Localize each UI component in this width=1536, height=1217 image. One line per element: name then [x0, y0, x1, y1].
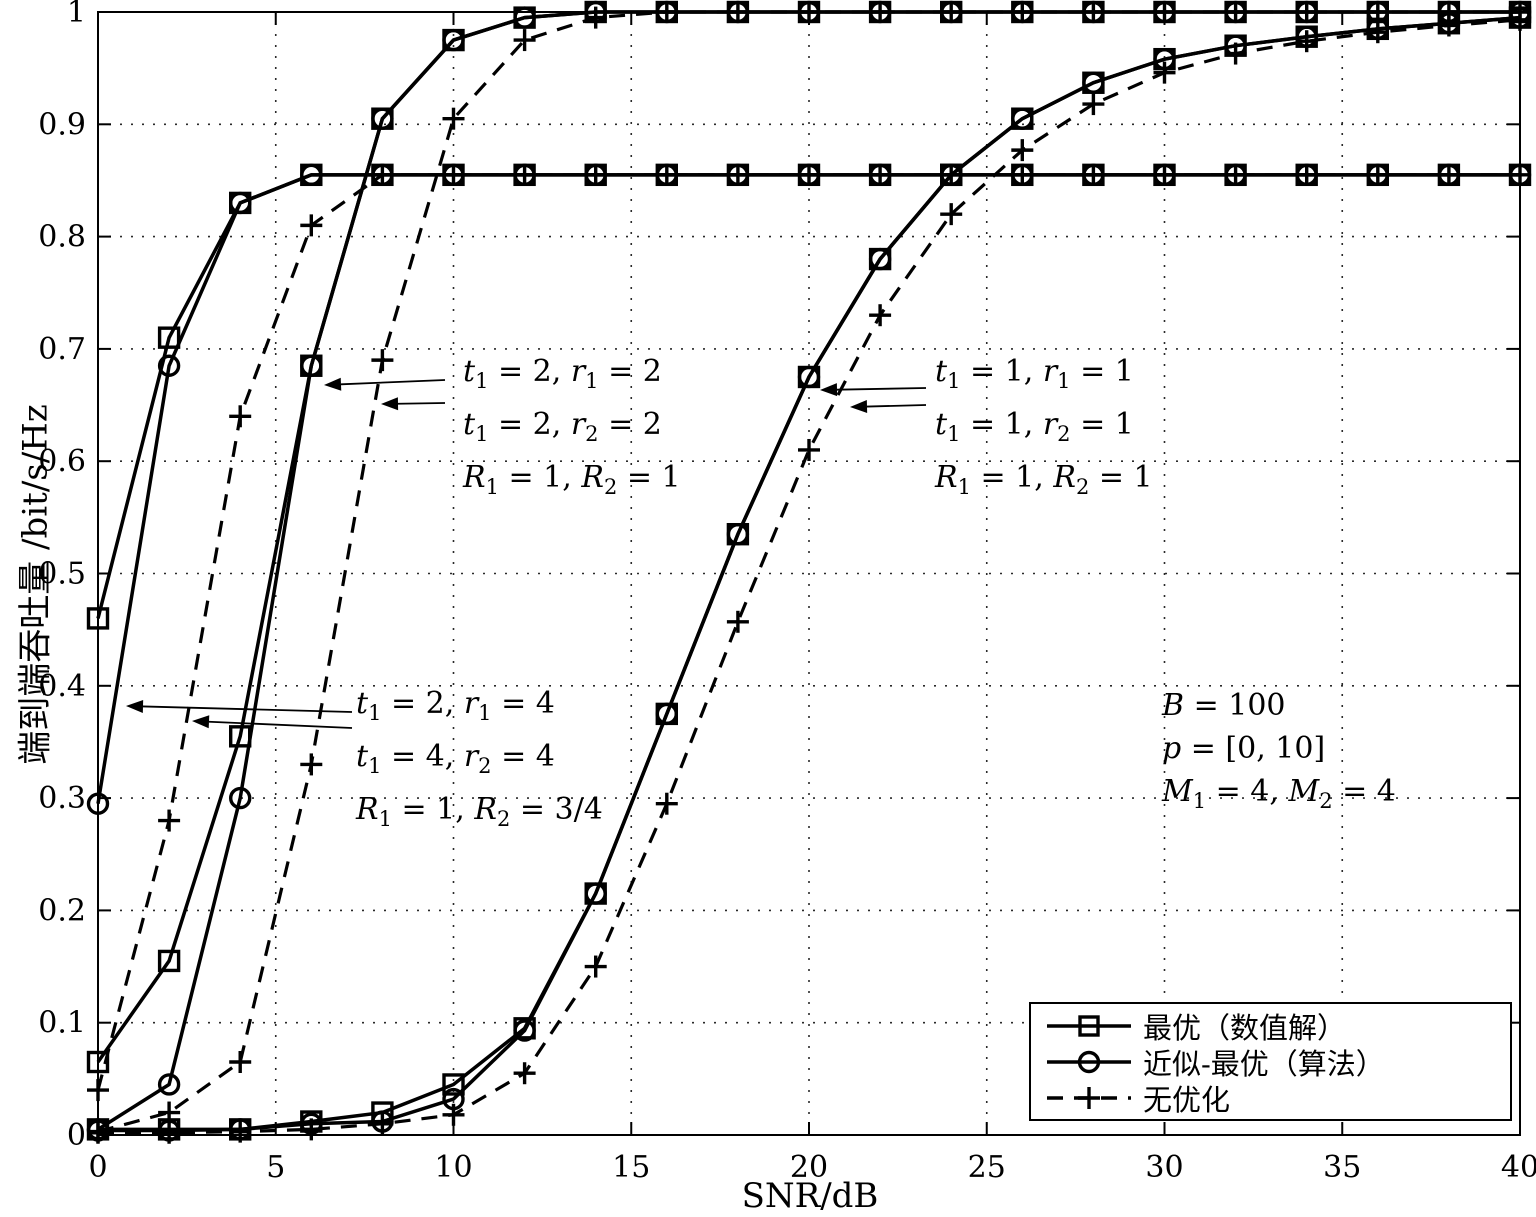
- svg-text:0.8: 0.8: [38, 220, 86, 255]
- annotation-arrows: [126, 377, 927, 729]
- legend-item: 最优（数值解）: [1031, 1008, 1510, 1045]
- markers-noopt-R34: [87, 163, 1531, 1102]
- svg-text:25: 25: [968, 1150, 1006, 1185]
- annotation-t2-group: t1 = 2, r1 = 2 t1 = 2, r2 = 2 R1 = 1, R2 =…: [463, 350, 681, 509]
- annotation-line: t1 = 2, r2 = 2: [463, 407, 662, 446]
- svg-text:0: 0: [88, 1150, 107, 1185]
- svg-text:35: 35: [1323, 1150, 1361, 1185]
- svg-text:30: 30: [1145, 1150, 1183, 1185]
- svg-text:5: 5: [266, 1150, 285, 1185]
- markers-optimal-t2: [86, 0, 1532, 1074]
- svg-text:10: 10: [434, 1150, 472, 1185]
- annotation-line: t1 = 2, r1 = 2: [463, 354, 662, 393]
- svg-text:0.4: 0.4: [38, 669, 86, 704]
- svg-text:40: 40: [1501, 1150, 1536, 1185]
- x-axis-label: SNR/dB: [741, 1176, 879, 1216]
- svg-text:0.3: 0.3: [38, 781, 86, 816]
- legend: 最优（数值解） 近似-最优（算法） 无优化: [1029, 1002, 1512, 1121]
- legend-circle-icon: [1047, 1050, 1131, 1074]
- tick-labels: 0 5 10 15 20 25 30 35 40 0 0.1 0.2 0.3 0.4 0.5 0.6 0.7 0.…: [38, 0, 1536, 1185]
- annotation-line: R1 = 1, R2 = 1: [935, 460, 1153, 499]
- annotation-line: t1 = 2, r1 = 4: [356, 686, 555, 725]
- annotation-line: B = 100: [1162, 688, 1286, 723]
- svg-text:0.1: 0.1: [38, 1006, 86, 1041]
- annotation-line: R1 = 1, R2 = 1: [463, 460, 681, 499]
- legend-item-label: 无优化: [1143, 1083, 1231, 1117]
- svg-text:0.9: 0.9: [38, 107, 86, 142]
- svg-text:20: 20: [790, 1150, 828, 1185]
- series-noopt-t1: [98, 18, 1521, 1135]
- svg-text:1: 1: [67, 0, 86, 30]
- annotation-line: t1 = 1, r2 = 1: [935, 407, 1134, 446]
- annotation-line: t1 = 1, r1 = 1: [935, 354, 1134, 393]
- markers-noopt-t1: [87, 8, 1531, 1144]
- markers-noopt-t2: [87, 1, 1531, 1143]
- svg-text:0.2: 0.2: [38, 893, 86, 928]
- annotation-line: p = [0, 10]: [1162, 731, 1326, 766]
- svg-text:15: 15: [612, 1150, 650, 1185]
- series-noopt-R34: [96, 173, 1520, 1091]
- svg-text:0: 0: [67, 1118, 86, 1153]
- legend-item-label: 最优（数值解）: [1143, 1011, 1347, 1045]
- annotation-system-params: B = 100 p = [0, 10] M1 = 4, M2 = 4: [1162, 684, 1396, 823]
- legend-plus-icon: [1047, 1087, 1131, 1109]
- svg-text:0.6: 0.6: [38, 444, 86, 479]
- y-axis-label: 端到端吞吐量 /bit/s/Hz: [15, 404, 56, 765]
- annotation-line: R1 = 1, R2 = 3/4: [356, 792, 603, 831]
- series-approx-t1: [98, 15, 1521, 1133]
- grid: [98, 12, 1520, 1135]
- legend-item-label: 近似-最优（算法）: [1143, 1047, 1385, 1081]
- svg-text:0.5: 0.5: [38, 557, 86, 592]
- legend-square-icon: [1047, 1015, 1131, 1037]
- annotation-t1-group: t1 = 1, r1 = 1 t1 = 1, r2 = 1 R1 = 1, R2 =…: [935, 350, 1153, 509]
- legend-item: 近似-最优（算法）: [1031, 1044, 1510, 1081]
- annotation-line: M1 = 4, M2 = 4: [1162, 774, 1396, 813]
- legend-item: 无优化: [1031, 1080, 1510, 1117]
- annotation-line: t1 = 4, r2 = 4: [356, 739, 555, 778]
- annotation-r4-group: t1 = 2, r1 = 4 t1 = 4, r2 = 4 R1 = 1, R2 =…: [356, 682, 603, 841]
- svg-text:0.7: 0.7: [38, 332, 86, 367]
